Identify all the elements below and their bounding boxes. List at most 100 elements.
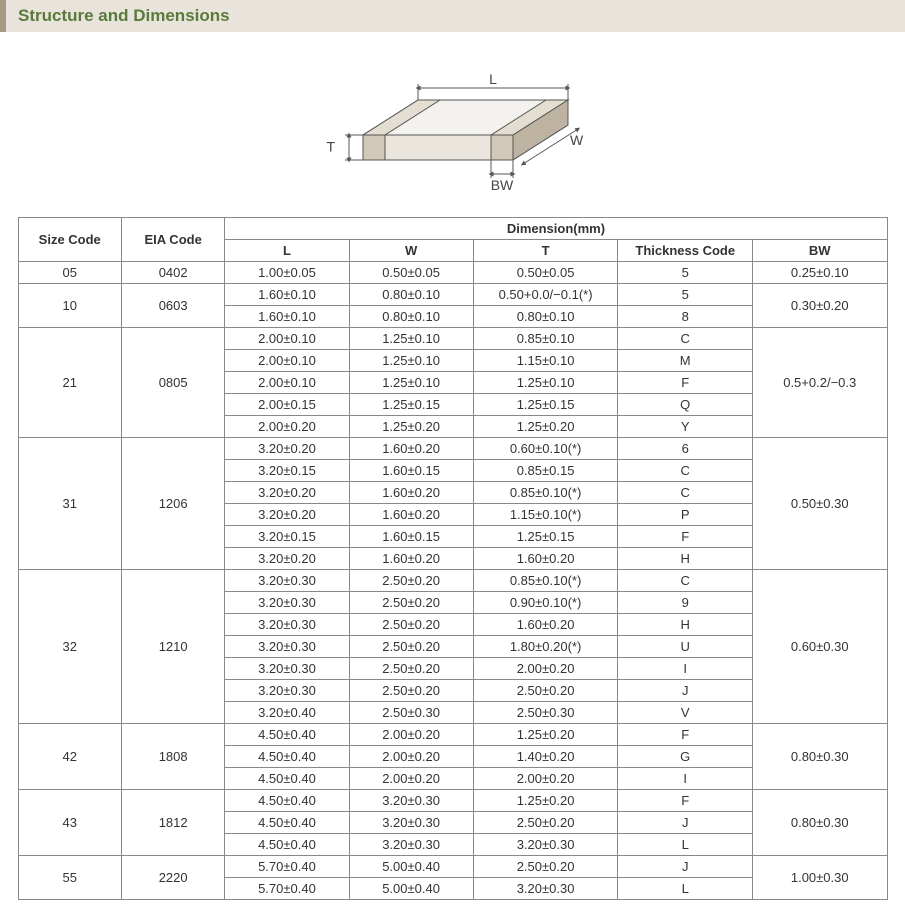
cell-t: 0.90±0.10(*)	[473, 592, 618, 614]
cell-eia-code: 0805	[121, 328, 224, 438]
th-bw: BW	[752, 240, 887, 262]
cell-w: 2.50±0.20	[349, 680, 473, 702]
cell-t: 1.25±0.15	[473, 526, 618, 548]
table-row: 1006031.60±0.100.80±0.100.50+0.0/−0.1(*)…	[18, 284, 887, 306]
cell-l: 4.50±0.40	[225, 768, 349, 790]
cell-tc: P	[618, 504, 752, 526]
cell-bw: 1.00±0.30	[752, 856, 887, 900]
cell-tc: 5	[618, 284, 752, 306]
cell-tc: I	[618, 768, 752, 790]
cell-t: 3.20±0.30	[473, 834, 618, 856]
cell-l: 3.20±0.20	[225, 504, 349, 526]
cell-w: 0.80±0.10	[349, 284, 473, 306]
cell-tc: H	[618, 548, 752, 570]
cell-l: 2.00±0.10	[225, 328, 349, 350]
cell-w: 1.60±0.20	[349, 548, 473, 570]
cell-t: 1.25±0.20	[473, 724, 618, 746]
cell-l: 1.00±0.05	[225, 262, 349, 284]
cell-tc: Y	[618, 416, 752, 438]
cell-tc: Q	[618, 394, 752, 416]
cell-tc: F	[618, 790, 752, 812]
cell-w: 1.25±0.10	[349, 372, 473, 394]
cell-t: 0.60±0.10(*)	[473, 438, 618, 460]
th-t: T	[473, 240, 618, 262]
cell-size-code: 10	[18, 284, 121, 328]
cell-w: 1.60±0.20	[349, 504, 473, 526]
cell-l: 2.00±0.20	[225, 416, 349, 438]
cell-w: 2.50±0.30	[349, 702, 473, 724]
cell-eia-code: 0603	[121, 284, 224, 328]
cell-l: 3.20±0.15	[225, 526, 349, 548]
cell-w: 1.25±0.10	[349, 328, 473, 350]
dimension-diagram: LWTBW	[0, 40, 905, 205]
cell-t: 3.20±0.30	[473, 878, 618, 900]
cell-eia-code: 1210	[121, 570, 224, 724]
cell-tc: I	[618, 658, 752, 680]
cell-eia-code: 1812	[121, 790, 224, 856]
cell-w: 3.20±0.30	[349, 790, 473, 812]
cell-w: 2.50±0.20	[349, 636, 473, 658]
table-header: Size Code EIA Code Dimension(mm) L W T T…	[18, 218, 887, 262]
table-row: 4318124.50±0.403.20±0.301.25±0.20F0.80±0…	[18, 790, 887, 812]
cell-tc: 5	[618, 262, 752, 284]
cell-l: 4.50±0.40	[225, 790, 349, 812]
cell-size-code: 32	[18, 570, 121, 724]
cell-l: 2.00±0.10	[225, 372, 349, 394]
svg-text:W: W	[570, 132, 584, 148]
cell-l: 2.00±0.15	[225, 394, 349, 416]
svg-text:BW: BW	[490, 177, 513, 193]
th-w: W	[349, 240, 473, 262]
cell-l: 3.20±0.30	[225, 636, 349, 658]
cell-tc: J	[618, 680, 752, 702]
cell-l: 4.50±0.40	[225, 834, 349, 856]
cell-size-code: 21	[18, 328, 121, 438]
cell-w: 2.50±0.20	[349, 658, 473, 680]
cell-w: 1.60±0.15	[349, 460, 473, 482]
cell-t: 2.50±0.20	[473, 812, 618, 834]
table-row: 0504021.00±0.050.50±0.050.50±0.0550.25±0…	[18, 262, 887, 284]
cell-t: 1.60±0.20	[473, 548, 618, 570]
cell-w: 2.00±0.20	[349, 768, 473, 790]
cell-l: 3.20±0.30	[225, 614, 349, 636]
th-eia-code: EIA Code	[121, 218, 224, 262]
cell-t: 0.50±0.05	[473, 262, 618, 284]
cell-bw: 0.80±0.30	[752, 790, 887, 856]
table-row: 3112063.20±0.201.60±0.200.60±0.10(*)60.5…	[18, 438, 887, 460]
cell-tc: C	[618, 570, 752, 592]
cell-t: 1.25±0.20	[473, 416, 618, 438]
chip-3d-diagram: LWTBW	[303, 40, 603, 200]
cell-l: 3.20±0.30	[225, 592, 349, 614]
cell-tc: F	[618, 526, 752, 548]
cell-w: 5.00±0.40	[349, 878, 473, 900]
cell-w: 2.00±0.20	[349, 724, 473, 746]
cell-bw: 0.25±0.10	[752, 262, 887, 284]
cell-t: 0.85±0.10(*)	[473, 482, 618, 504]
cell-tc: G	[618, 746, 752, 768]
cell-t: 0.50+0.0/−0.1(*)	[473, 284, 618, 306]
cell-size-code: 42	[18, 724, 121, 790]
cell-l: 4.50±0.40	[225, 746, 349, 768]
cell-w: 5.00±0.40	[349, 856, 473, 878]
cell-tc: J	[618, 856, 752, 878]
cell-w: 3.20±0.30	[349, 812, 473, 834]
cell-size-code: 43	[18, 790, 121, 856]
cell-t: 0.85±0.15	[473, 460, 618, 482]
cell-l: 3.20±0.20	[225, 482, 349, 504]
th-thickness-code: Thickness Code	[618, 240, 752, 262]
cell-tc: 6	[618, 438, 752, 460]
cell-eia-code: 1206	[121, 438, 224, 570]
th-size-code: Size Code	[18, 218, 121, 262]
cell-tc: L	[618, 834, 752, 856]
cell-t: 2.00±0.20	[473, 768, 618, 790]
section-header: Structure and Dimensions	[0, 0, 905, 32]
cell-w: 1.60±0.15	[349, 526, 473, 548]
cell-bw: 0.30±0.20	[752, 284, 887, 328]
cell-w: 2.50±0.20	[349, 614, 473, 636]
cell-l: 2.00±0.10	[225, 350, 349, 372]
cell-l: 3.20±0.30	[225, 570, 349, 592]
cell-eia-code: 2220	[121, 856, 224, 900]
cell-t: 1.15±0.10(*)	[473, 504, 618, 526]
cell-t: 1.15±0.10	[473, 350, 618, 372]
cell-tc: F	[618, 372, 752, 394]
cell-size-code: 31	[18, 438, 121, 570]
